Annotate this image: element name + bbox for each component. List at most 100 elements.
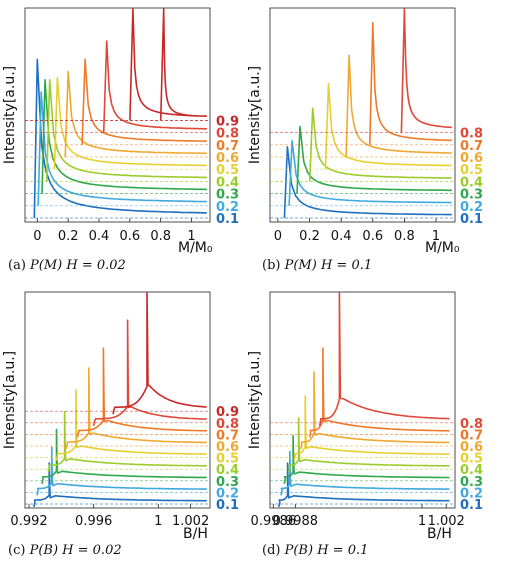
series-label-0.9: 0.9 [216, 114, 239, 129]
caption-a-label: (a) [8, 258, 26, 273]
x-tick-label: 0 [274, 229, 282, 244]
x-tick-label: 0.8 [150, 229, 171, 244]
caption-b-label: (b) [262, 258, 281, 273]
series-line-0.1 [33, 462, 207, 508]
caption-d-param: H = 0.1 [317, 543, 369, 558]
x-tick-label: 1 [418, 514, 426, 529]
plot-frame [24, 291, 211, 509]
series-label-0.9: 0.9 [216, 405, 239, 420]
caption-b-param: H = 0.1 [320, 258, 373, 273]
series-line-0.7 [76, 347, 207, 438]
series-line-0.3 [296, 125, 452, 194]
caption-c-label: (c) [8, 543, 26, 558]
x-tick-label: 0.4 [89, 229, 110, 244]
caption-d-func: P(B) [284, 543, 314, 558]
x-tick-label: 0.4 [331, 229, 352, 244]
series-label-0.2: 0.2 [216, 200, 239, 215]
series-label-0.3: 0.3 [460, 188, 483, 203]
x-tick-label: 0.8 [394, 229, 415, 244]
caption-c-param: H = 0.02 [62, 543, 122, 558]
series-label-0.3: 0.3 [460, 475, 483, 490]
series-label-0.6: 0.6 [460, 151, 483, 166]
series-line-0.2 [37, 91, 207, 206]
series-label-0.2: 0.2 [216, 486, 239, 501]
x-tick-label: 0.9988 [273, 514, 319, 529]
series-label-0.8: 0.8 [216, 127, 239, 142]
series-line-0.5 [324, 83, 452, 170]
series-line-0.6 [345, 54, 452, 158]
series-line-0.7 [81, 58, 207, 145]
series-line-0.8 [102, 40, 207, 133]
series-line-0.2 [280, 450, 450, 496]
series-line-0.5 [53, 76, 207, 170]
y-axis-label: Intensity[a.u.] [247, 351, 263, 449]
series-label-0.8: 0.8 [460, 127, 483, 142]
x-tick-label: 0.2 [58, 229, 79, 244]
series-label-0.7: 0.7 [460, 139, 483, 154]
series-line-0.4 [45, 79, 207, 182]
caption-a: (a) P(M) H = 0.02 [8, 258, 126, 273]
series-line-0.6 [65, 367, 207, 450]
series-line-0.2 [288, 139, 452, 206]
series-label-0.6: 0.6 [460, 440, 483, 455]
series-line-0.2 [36, 446, 207, 496]
series-line-0.4 [47, 410, 207, 473]
x-tick-label: 0.6 [362, 229, 383, 244]
series-line-0.8 [92, 319, 207, 426]
series-label-0.4: 0.4 [216, 463, 239, 478]
series-label-0.8: 0.8 [460, 417, 483, 432]
x-tick-label: 0.992 [10, 514, 47, 529]
x-axis-label: B/H [427, 526, 452, 542]
series-line-0.3 [41, 428, 207, 484]
series-line-0.7 [308, 347, 450, 438]
caption-b: (b) P(M) H = 0.1 [262, 258, 372, 273]
caption-d-label: (d) [262, 543, 281, 558]
caption-b-func: P(M) [284, 258, 317, 273]
x-tick-label: 0.6 [119, 229, 140, 244]
series-label-0.5: 0.5 [216, 452, 239, 467]
series-label-0.4: 0.4 [216, 175, 239, 190]
x-tick-label: 0.2 [299, 229, 320, 244]
series-line-0.1 [278, 462, 450, 508]
series-label-0.2: 0.2 [460, 486, 483, 501]
plot-frame [269, 7, 456, 223]
series-label-0.3: 0.3 [216, 475, 239, 490]
series-line-0.4 [287, 417, 450, 473]
series-label-0.8: 0.8 [216, 417, 239, 432]
series-label-0.6: 0.6 [216, 151, 239, 166]
x-tick-label: 1.002 [172, 514, 209, 529]
series-label-0.1: 0.1 [216, 498, 239, 513]
series-label-0.3: 0.3 [216, 188, 239, 203]
series-line-0.5 [293, 395, 450, 461]
x-axis-label: M/M₀ [178, 240, 213, 256]
caption-c-func: P(B) [29, 543, 59, 558]
series-line-0.3 [41, 79, 207, 194]
series-line-0.7 [369, 22, 452, 145]
x-axis-label: B/H [183, 526, 208, 542]
series-label-0.6: 0.6 [216, 440, 239, 455]
series-line-0.8 [400, 8, 452, 133]
series-label-0.4: 0.4 [460, 463, 483, 478]
caption-a-func: P(M) [30, 258, 63, 273]
plot-frame [269, 291, 456, 509]
x-axis-label: M/M₀ [425, 240, 460, 256]
plot-frame [24, 7, 211, 223]
caption-a-param: H = 0.02 [66, 258, 126, 273]
y-axis-label: Intensity[a.u.] [2, 66, 18, 164]
caption-d: (d) P(B) H = 0.1 [262, 543, 368, 558]
chart-panel-b: 0 0.2 0.4 0.6 0.8 1M/M₀Intensity[a.u.]0.10.20… [247, 7, 483, 256]
x-tick-label: 0.9986 [251, 514, 297, 529]
series-label-0.4: 0.4 [460, 175, 483, 190]
x-tick-label: 1 [187, 229, 195, 244]
series-label-0.1: 0.1 [216, 212, 239, 227]
series-line-0.9 [159, 8, 192, 121]
series-label-0.5: 0.5 [216, 163, 239, 178]
series-line-0.3 [283, 434, 450, 484]
x-tick-label: 0 [33, 229, 41, 244]
x-tick-label: 1 [154, 514, 162, 529]
series-line-0.9 [129, 8, 207, 121]
y-axis-label: Intensity[a.u.] [2, 351, 18, 449]
